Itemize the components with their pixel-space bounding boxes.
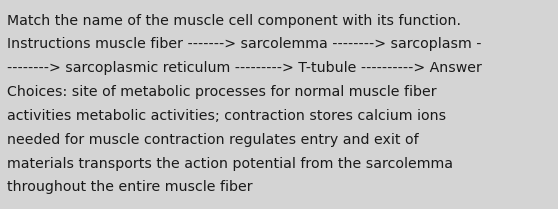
Text: Instructions muscle fiber -------> sarcolemma --------> sarcoplasm -: Instructions muscle fiber -------> sarco…	[7, 37, 482, 51]
Text: Match the name of the muscle cell component with its function.: Match the name of the muscle cell compon…	[7, 14, 461, 28]
Text: throughout the entire muscle fiber: throughout the entire muscle fiber	[7, 180, 253, 194]
Text: --------> sarcoplasmic reticulum ---------> T-tubule ----------> Answer: --------> sarcoplasmic reticulum -------…	[7, 61, 482, 75]
Text: materials transports the action potential from the sarcolemma: materials transports the action potentia…	[7, 157, 453, 171]
Text: Choices: site of metabolic processes for normal muscle fiber: Choices: site of metabolic processes for…	[7, 85, 437, 99]
Text: activities metabolic activities; contraction stores calcium ions: activities metabolic activities; contrac…	[7, 109, 446, 123]
Text: needed for muscle contraction regulates entry and exit of: needed for muscle contraction regulates …	[7, 133, 419, 147]
